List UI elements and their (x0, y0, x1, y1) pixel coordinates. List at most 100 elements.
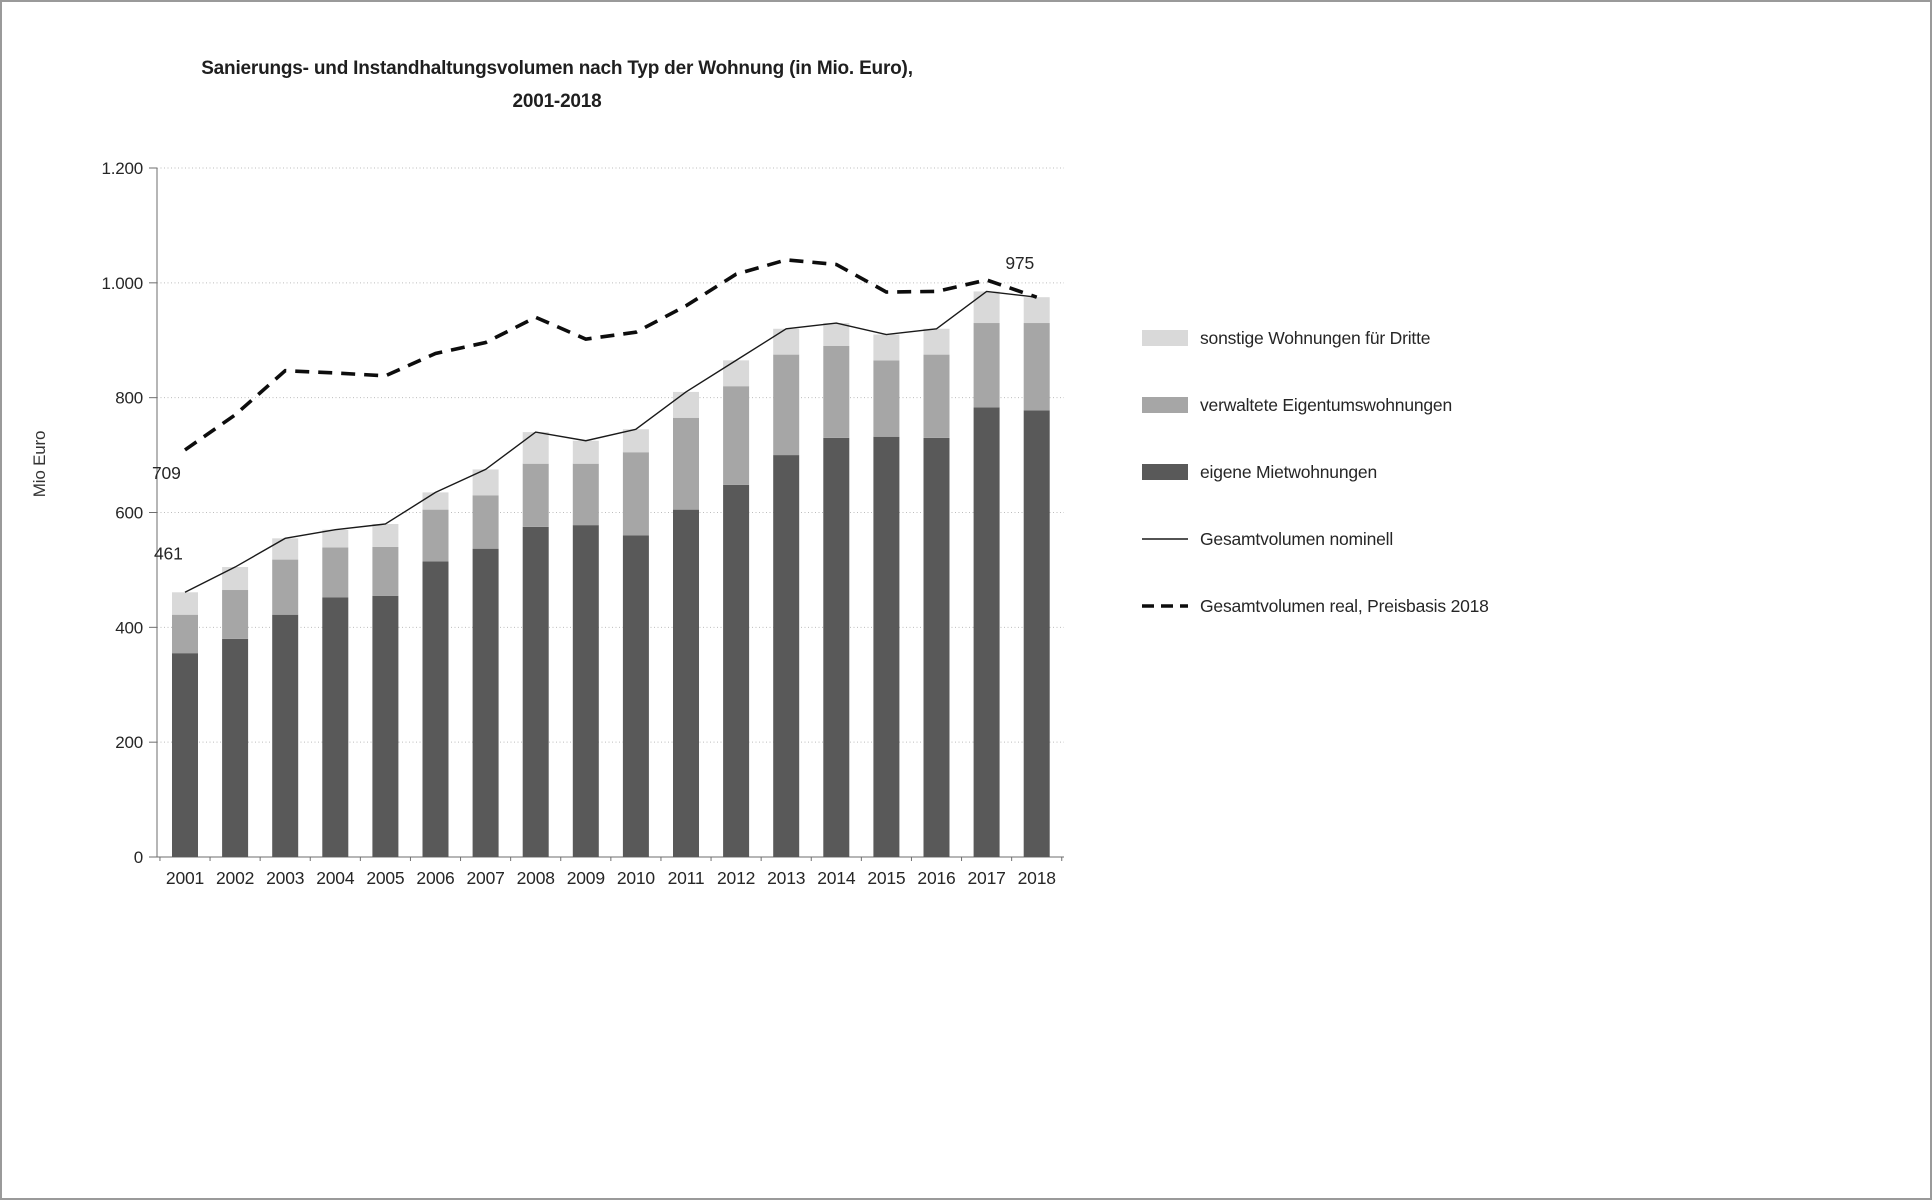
x-category-label: 2005 (366, 868, 404, 888)
x-category-label: 2010 (617, 868, 656, 888)
bar-segment-2008 (522, 432, 549, 464)
chart-title: Sanierungs- und Instandhaltungsvolumen n… (2, 52, 1112, 119)
y-tick-label: 400 (115, 618, 143, 637)
y-tick-label: 1.000 (101, 274, 143, 293)
x-category-label: 2002 (216, 868, 254, 888)
bar-segment-2018 (1023, 297, 1050, 324)
legend-item-2: verwaltete Eigentumswohnungen (1142, 395, 1662, 415)
bar-segment-2003 (272, 614, 299, 857)
bar-segment-2011 (673, 509, 699, 857)
legend-item-5: Gesamtvolumen real, Preisbasis 2018 (1142, 596, 1662, 616)
bar-segment-2005 (372, 546, 399, 596)
bar-segment-2014 (823, 345, 850, 438)
legend-label: Gesamtvolumen real, Preisbasis 2018 (1200, 595, 1489, 616)
y-tick-label: 1.200 (101, 159, 143, 178)
bar-segment-2001 (172, 614, 198, 654)
bar-segment-2002 (222, 590, 249, 639)
bar-segment-2003 (272, 559, 299, 615)
bar-segment-2013 (773, 455, 800, 857)
bar-segment-2012 (723, 360, 750, 387)
x-category-label: 2009 (567, 868, 605, 888)
legend-label: sonstige Wohnungen für Dritte (1200, 327, 1431, 348)
bar-segment-2018 (1023, 410, 1050, 857)
bar-segment-2008 (522, 526, 549, 857)
bar-segment-2009 (572, 525, 599, 857)
x-category-label: 2018 (1018, 868, 1056, 888)
x-category-label: 2008 (517, 868, 555, 888)
bar-segment-2004 (322, 529, 349, 548)
bar-segment-2009 (572, 440, 599, 464)
bar-segment-2011 (673, 417, 699, 510)
x-category-label: 2016 (917, 868, 955, 888)
bar-segment-2013 (773, 328, 800, 355)
x-category-label: 2017 (968, 868, 1006, 888)
plot-area: 0 200 400 600 800 1.000 1.200 2001 2002 2003 2004 2… (101, 159, 1064, 888)
bar-segment-2006 (422, 492, 449, 510)
legend-swatch-box (1142, 464, 1188, 480)
legend-item-1: sonstige Wohnungen für Dritte (1142, 328, 1662, 348)
x-category-label: 2001 (166, 868, 204, 888)
bar-segment-2005 (372, 595, 399, 857)
x-category-label: 2013 (767, 868, 805, 888)
bar-segment-2004 (322, 597, 349, 857)
bar-segment-2014 (823, 437, 850, 857)
legend: sonstige Wohnungen für Dritte verwaltete … (1142, 328, 1662, 663)
legend-swatch-line (1142, 604, 1188, 608)
x-category-label: 2007 (467, 868, 505, 888)
bar-segment-2005 (372, 523, 399, 547)
y-tick-label: 200 (115, 733, 143, 752)
bar-segment-2016 (923, 354, 950, 438)
bar-segment-2017 (973, 323, 1000, 408)
legend-swatch-line (1142, 538, 1188, 540)
bar-segment-2012 (723, 386, 750, 485)
x-category-label: 2015 (867, 868, 905, 888)
legend-label: verwaltete Eigentumswohnungen (1200, 394, 1453, 415)
bar-segment-2002 (222, 638, 249, 857)
bar-segment-2016 (923, 437, 950, 857)
x-category-label: 2012 (717, 868, 755, 888)
legend-swatch-box (1142, 397, 1188, 413)
x-category-label: 2011 (668, 868, 705, 888)
bar-segment-2007 (472, 495, 499, 549)
bar-segment-2001 (172, 653, 198, 857)
bar-segment-2004 (322, 547, 349, 598)
chart-title-line1: Sanierungs- und Instandhaltungsvolumen n… (201, 58, 913, 79)
bar-segment-2003 (272, 538, 299, 560)
legend-label: eigene Mietwohnungen (1200, 461, 1377, 482)
legend-swatch-box (1142, 330, 1188, 346)
bar-segment-2016 (923, 328, 950, 355)
bar-segment-2001 (172, 592, 198, 615)
y-tick-label: 800 (115, 389, 143, 408)
bar-segment-2015 (873, 334, 900, 361)
bar-segment-2010 (622, 452, 649, 536)
line-total-nominal (184, 290, 1037, 593)
bar-segment-2015 (873, 436, 900, 857)
x-category-label: 2004 (316, 868, 355, 888)
line-total-real (183, 258, 1038, 452)
y-tick-label: 0 (134, 848, 143, 867)
bar-segment-2014 (823, 323, 850, 346)
legend-item-3: eigene Mietwohnungen (1142, 462, 1662, 482)
bar-segment-2015 (873, 360, 900, 437)
data-label-975: 975 (1005, 253, 1034, 273)
x-category-label: 2014 (817, 868, 856, 888)
bar-segment-2017 (973, 407, 1000, 857)
chart-title-line2: 2001-2018 (512, 91, 602, 113)
bar-segment-2011 (673, 391, 699, 418)
bar-segment-2008 (522, 463, 549, 527)
bar-segment-2010 (622, 429, 649, 453)
bar-segment-2002 (222, 567, 249, 591)
x-category-label: 2006 (416, 868, 454, 888)
bar-segment-2013 (773, 354, 800, 456)
bar-segment-2006 (422, 509, 449, 562)
bar-segment-2018 (1023, 323, 1050, 411)
bar-segment-2007 (472, 548, 499, 857)
bar-segment-2010 (622, 535, 649, 857)
bar-segment-2009 (572, 463, 599, 526)
data-label-461: 461 (154, 543, 183, 563)
bar-segment-2012 (723, 484, 750, 857)
bar-segment-2017 (973, 291, 1000, 324)
data-label-709: 709 (152, 463, 181, 483)
legend-item-4: Gesamtvolumen nominell (1142, 529, 1662, 549)
